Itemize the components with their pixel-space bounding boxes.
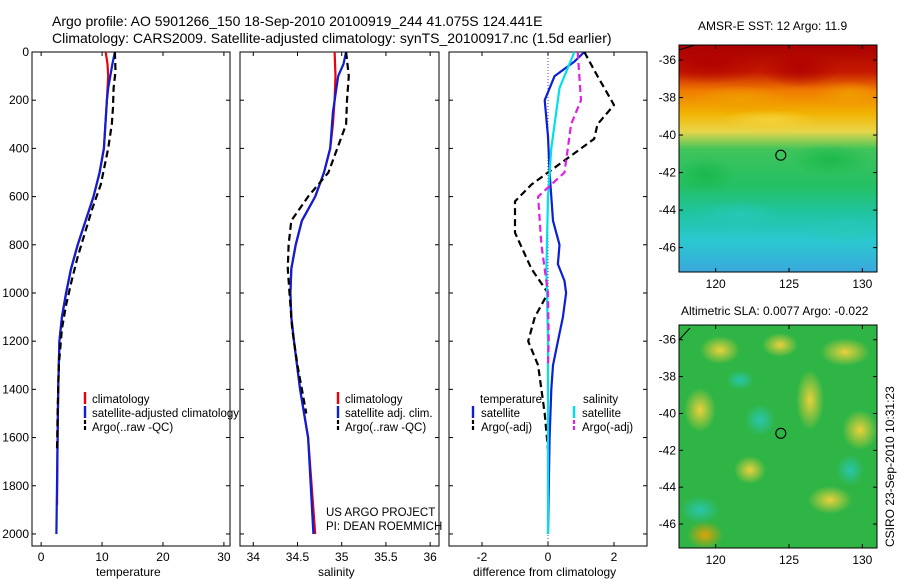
sst-map-frame bbox=[678, 44, 878, 273]
argo-float-marker bbox=[775, 149, 787, 161]
y-tick-label: 1600 bbox=[2, 431, 29, 445]
y-tick-label: 1800 bbox=[2, 479, 29, 493]
sst-map-title: AMSR-E SST: 12 Argo: 11.9 bbox=[698, 19, 848, 33]
legend-label: satellite bbox=[481, 408, 520, 420]
x-tick-label: 30 bbox=[217, 550, 231, 564]
argo-float-marker bbox=[775, 427, 787, 439]
x-tick-label: 20 bbox=[156, 550, 170, 564]
sla-map-title: Altimetric SLA: 0.0077 Argo: -0.022 bbox=[681, 304, 869, 318]
sst-map-image bbox=[679, 45, 877, 272]
y-tick-label: -42 bbox=[659, 443, 677, 457]
legend-label: satellite-adjusted climatology bbox=[92, 408, 239, 420]
x-tick-label: 35.5 bbox=[374, 550, 398, 564]
sla-map-frame bbox=[678, 324, 878, 549]
y-tick-label: -44 bbox=[659, 480, 677, 494]
project-credit-line-1: US ARGO PROJECT bbox=[326, 507, 435, 519]
legend-label: climatology bbox=[345, 394, 403, 406]
salinity-panel-frame bbox=[239, 51, 440, 547]
salinity-plot: 34 34.5 35 35.5 36 bbox=[247, 51, 437, 564]
legend-label: satellite adj. clim. bbox=[345, 408, 433, 420]
y-tick-label: 400 bbox=[9, 141, 29, 155]
y-tick-label: -40 bbox=[659, 128, 677, 142]
x-tick-label: 130 bbox=[852, 277, 872, 291]
coastline bbox=[678, 327, 691, 341]
y-tick-label: -46 bbox=[659, 517, 677, 531]
difference-xlabel: difference from climatology bbox=[473, 565, 616, 579]
y-tick-label: -36 bbox=[659, 333, 677, 347]
x-tick-label: 2 bbox=[611, 550, 618, 564]
y-tick-label: -40 bbox=[659, 406, 677, 420]
x-tick-label: 125 bbox=[779, 553, 799, 567]
project-credit-line-2: PI: DEAN ROEMMICH bbox=[326, 521, 442, 533]
x-tick-label: 130 bbox=[852, 553, 872, 567]
legend-label: Argo(-adj) bbox=[481, 422, 532, 434]
series-line-1 bbox=[55, 51, 116, 535]
y-tick-label: 600 bbox=[9, 190, 29, 204]
x-tick-label: 125 bbox=[779, 277, 799, 291]
legend-label: satellite bbox=[582, 408, 621, 420]
temperature-plot: 0 10 20 30 bbox=[38, 51, 231, 564]
legend-label: Argo(-adj) bbox=[582, 422, 633, 434]
y-tick-label: -38 bbox=[659, 91, 677, 105]
y-tick-label: 200 bbox=[9, 93, 29, 107]
x-tick-label: 34.5 bbox=[286, 550, 310, 564]
sla-map-axes: 120 125 130 -36 -38 -40 -42 -44 -46 bbox=[659, 325, 877, 567]
coastline bbox=[678, 44, 696, 51]
y-tick-label: -46 bbox=[659, 241, 677, 255]
x-tick-label: -2 bbox=[477, 550, 488, 564]
series-line-2 bbox=[286, 51, 350, 414]
series-line-0 bbox=[543, 51, 586, 535]
difference-legend: temperature salinity satellite Argo(-adj… bbox=[471, 394, 633, 434]
difference-plot: -2 0 2 bbox=[477, 51, 618, 564]
y-tick-label: 1000 bbox=[2, 286, 29, 300]
y-tick-label: -36 bbox=[659, 53, 677, 67]
salinity-legend: climatology satellite adj. clim. Argo(..… bbox=[336, 392, 433, 434]
timestamp-stamp: CSIRO 23-Sep-2010 10:31:23 bbox=[883, 386, 897, 547]
y-tick-label: 800 bbox=[9, 238, 29, 252]
y-tick-label: 2000 bbox=[2, 527, 29, 541]
legend-label: Argo(..raw -QC) bbox=[345, 422, 426, 434]
y-tick-label: -38 bbox=[659, 370, 677, 384]
y-tick-label: 1400 bbox=[2, 382, 29, 396]
temperature-legend: climatology satellite-adjusted climatolo… bbox=[83, 392, 239, 434]
x-tick-label: 36 bbox=[423, 550, 437, 564]
x-tick-label: 10 bbox=[95, 550, 109, 564]
series-line-2 bbox=[55, 51, 117, 450]
sla-map-image bbox=[679, 325, 877, 548]
temperature-xlabel: temperature bbox=[96, 565, 161, 579]
x-tick-label: 120 bbox=[706, 553, 726, 567]
x-tick-label: 0 bbox=[545, 550, 552, 564]
legend-title-salinity: salinity bbox=[583, 394, 618, 406]
series-line-1 bbox=[513, 51, 616, 450]
legend-label: climatology bbox=[92, 394, 150, 406]
y-tick-label: -44 bbox=[659, 203, 677, 217]
header-line-1: Argo profile: AO 5901266_150 18-Sep-2010… bbox=[52, 13, 542, 29]
y-tick-label: 1200 bbox=[2, 334, 29, 348]
x-tick-label: 0 bbox=[38, 550, 45, 564]
sst-map-axes: 120 125 130 -36 -38 -40 -42 -44 -46 bbox=[659, 45, 877, 291]
temperature-panel-frame bbox=[31, 51, 231, 547]
legend-title-temperature: temperature bbox=[480, 394, 542, 406]
x-tick-label: 34 bbox=[247, 550, 261, 564]
y-tick-label: -42 bbox=[659, 166, 677, 180]
y-tick-label: 0 bbox=[22, 45, 29, 59]
series-line-3 bbox=[536, 51, 583, 366]
x-tick-label: 120 bbox=[706, 277, 726, 291]
depth-axis: 0 200 400 600 800 1000 1200 1400 1600 1800 2000 bbox=[2, 45, 647, 541]
salinity-xlabel: salinity bbox=[318, 565, 355, 579]
x-tick-label: 35 bbox=[335, 550, 349, 564]
header-line-2: Climatology: CARS2009. Satellite-adjuste… bbox=[52, 30, 612, 46]
legend-label: Argo(..raw -QC) bbox=[92, 422, 173, 434]
